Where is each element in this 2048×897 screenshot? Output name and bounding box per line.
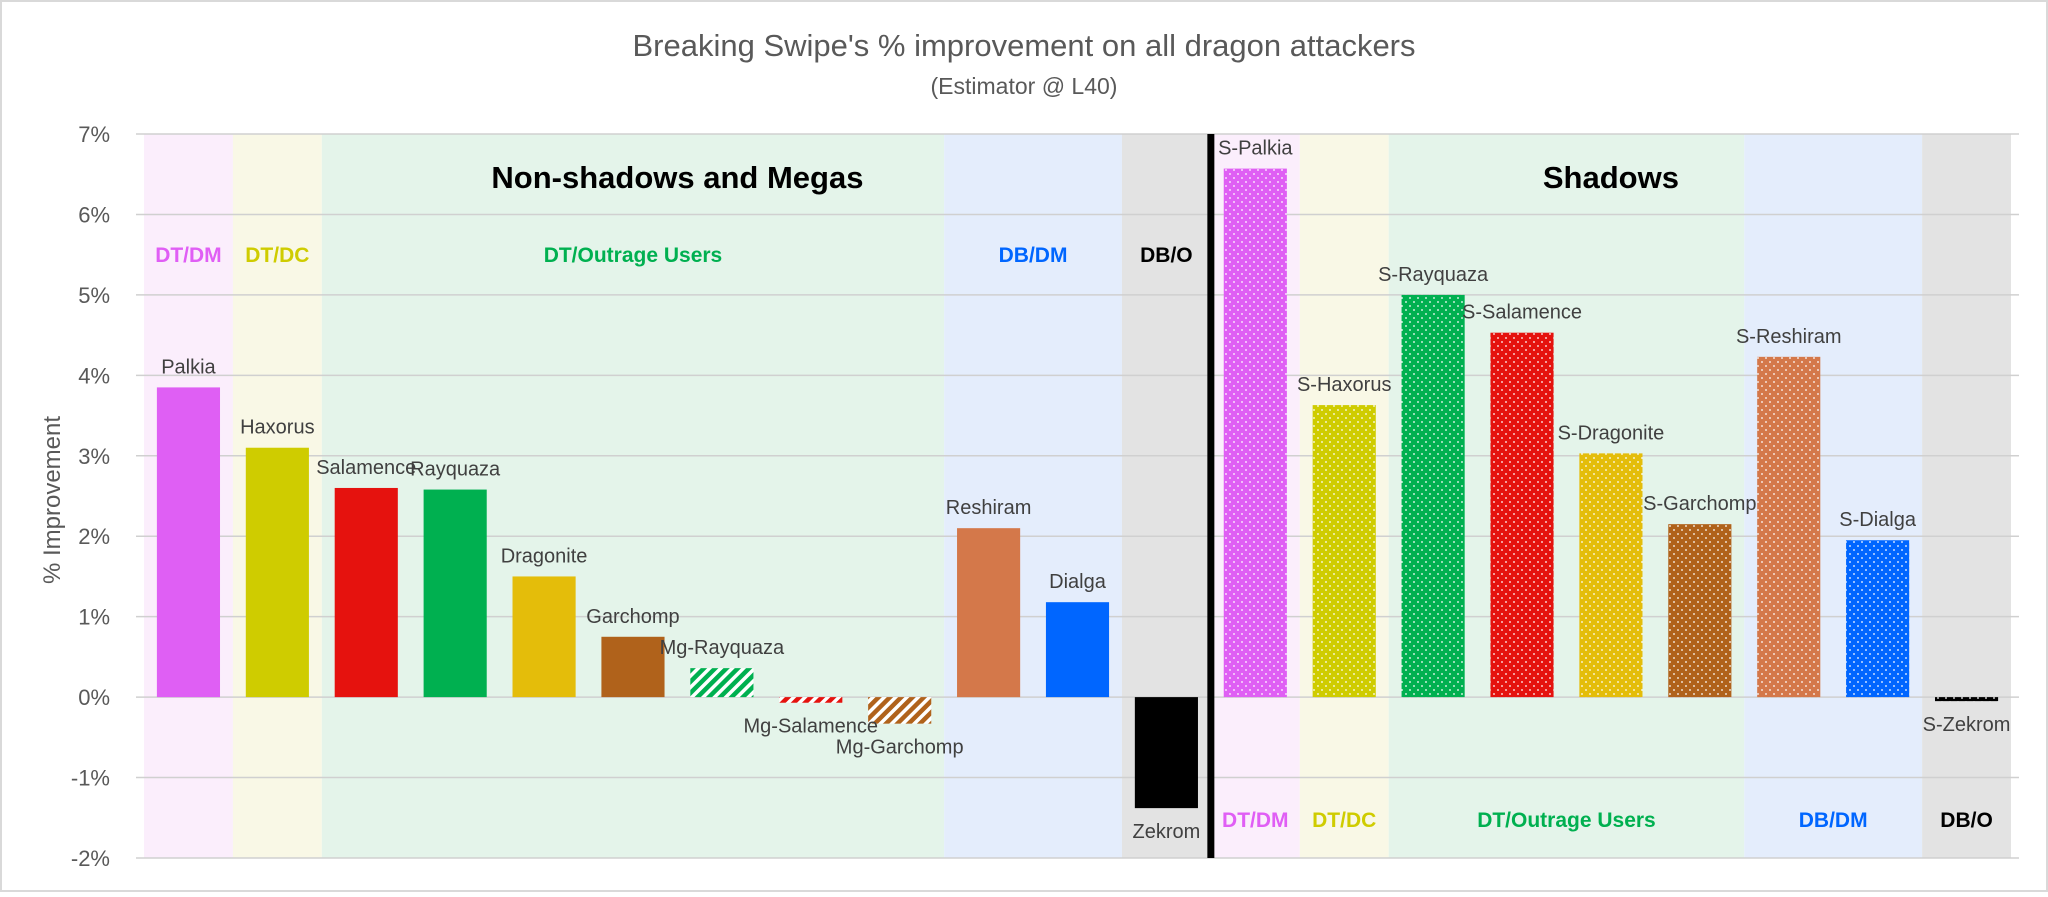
bar	[156, 387, 221, 698]
bar	[1401, 294, 1465, 698]
chart-title: Breaking Swipe's % improvement on all dr…	[632, 28, 1415, 63]
bar-label: S-Rayquaza	[1378, 264, 1489, 286]
group-label: DT/DC	[1312, 809, 1376, 832]
group-label: DT/Outrage Users	[1477, 809, 1656, 832]
group-label: DB/DM	[1799, 809, 1868, 832]
y-axis-title: % Improvement	[39, 416, 66, 584]
group-label: DT/DM	[1222, 809, 1289, 832]
bar	[1490, 332, 1554, 698]
group-label: DB/DM	[999, 244, 1068, 267]
bar	[690, 668, 754, 698]
bar-label: Mg-Rayquaza	[660, 637, 785, 659]
bar-label: S-Dragonite	[1558, 422, 1665, 444]
group-label: DB/O	[1940, 809, 1993, 832]
bar	[1846, 540, 1910, 698]
group-label: DT/DC	[245, 244, 309, 267]
bar-label: Palkia	[161, 356, 216, 378]
bar	[868, 697, 932, 724]
bar	[1312, 405, 1376, 698]
chart-subtitle: (Estimator @ L40)	[931, 73, 1118, 99]
bar	[1934, 697, 1999, 702]
bar-label: Mg-Garchomp	[836, 737, 964, 759]
y-tick-label: 1%	[78, 605, 110, 630]
bar-label: Haxorus	[240, 417, 314, 439]
y-tick-label: 0%	[78, 685, 110, 710]
bar-label: Mg-Salamence	[744, 716, 879, 738]
y-tick-label: 6%	[78, 202, 110, 227]
y-tick-label: 7%	[78, 122, 110, 147]
y-tick-label: -2%	[71, 846, 110, 871]
y-tick-label: 2%	[78, 524, 110, 549]
bar-label: Zekrom	[1133, 821, 1201, 843]
bar	[423, 489, 487, 698]
bar	[245, 447, 309, 698]
bar-label: Salamence	[316, 457, 416, 479]
bar-label: S-Palkia	[1218, 138, 1293, 160]
bar	[1668, 524, 1732, 698]
section-title: Non-shadows and Megas	[491, 160, 863, 195]
group-band	[944, 134, 1122, 858]
group-band	[1922, 134, 2011, 858]
y-tick-label: 4%	[78, 363, 110, 388]
y-tick-label: 3%	[78, 444, 110, 469]
y-tick-label: 5%	[78, 283, 110, 308]
bar	[1134, 697, 1198, 809]
bar-label: S-Dialga	[1839, 509, 1917, 531]
bar-label: S-Zekrom	[1923, 714, 2011, 736]
bar	[334, 487, 398, 698]
bar-label: Dialga	[1049, 571, 1107, 593]
y-tick-label: -1%	[71, 766, 110, 791]
bar	[601, 636, 665, 698]
bar	[1045, 602, 1110, 698]
bar	[512, 576, 576, 698]
bar-label: S-Garchomp	[1643, 493, 1756, 515]
bar-label: S-Haxorus	[1297, 374, 1391, 396]
bar-label: S-Reshiram	[1736, 326, 1842, 348]
bar	[779, 697, 843, 703]
section-title: Shadows	[1543, 160, 1679, 195]
bar-label: Garchomp	[586, 606, 679, 628]
bar	[1757, 356, 1821, 698]
bar-label: Rayquaza	[410, 459, 501, 481]
bar-label: Reshiram	[946, 497, 1032, 519]
group-label: DT/Outrage Users	[544, 244, 723, 267]
bar	[957, 528, 1021, 698]
group-label: DT/DM	[155, 244, 222, 267]
bar-label: S-Salamence	[1462, 302, 1582, 324]
bar	[1223, 168, 1287, 698]
group-label: DB/O	[1140, 244, 1193, 267]
bar	[1579, 453, 1643, 698]
bar-label: Dragonite	[501, 545, 588, 567]
